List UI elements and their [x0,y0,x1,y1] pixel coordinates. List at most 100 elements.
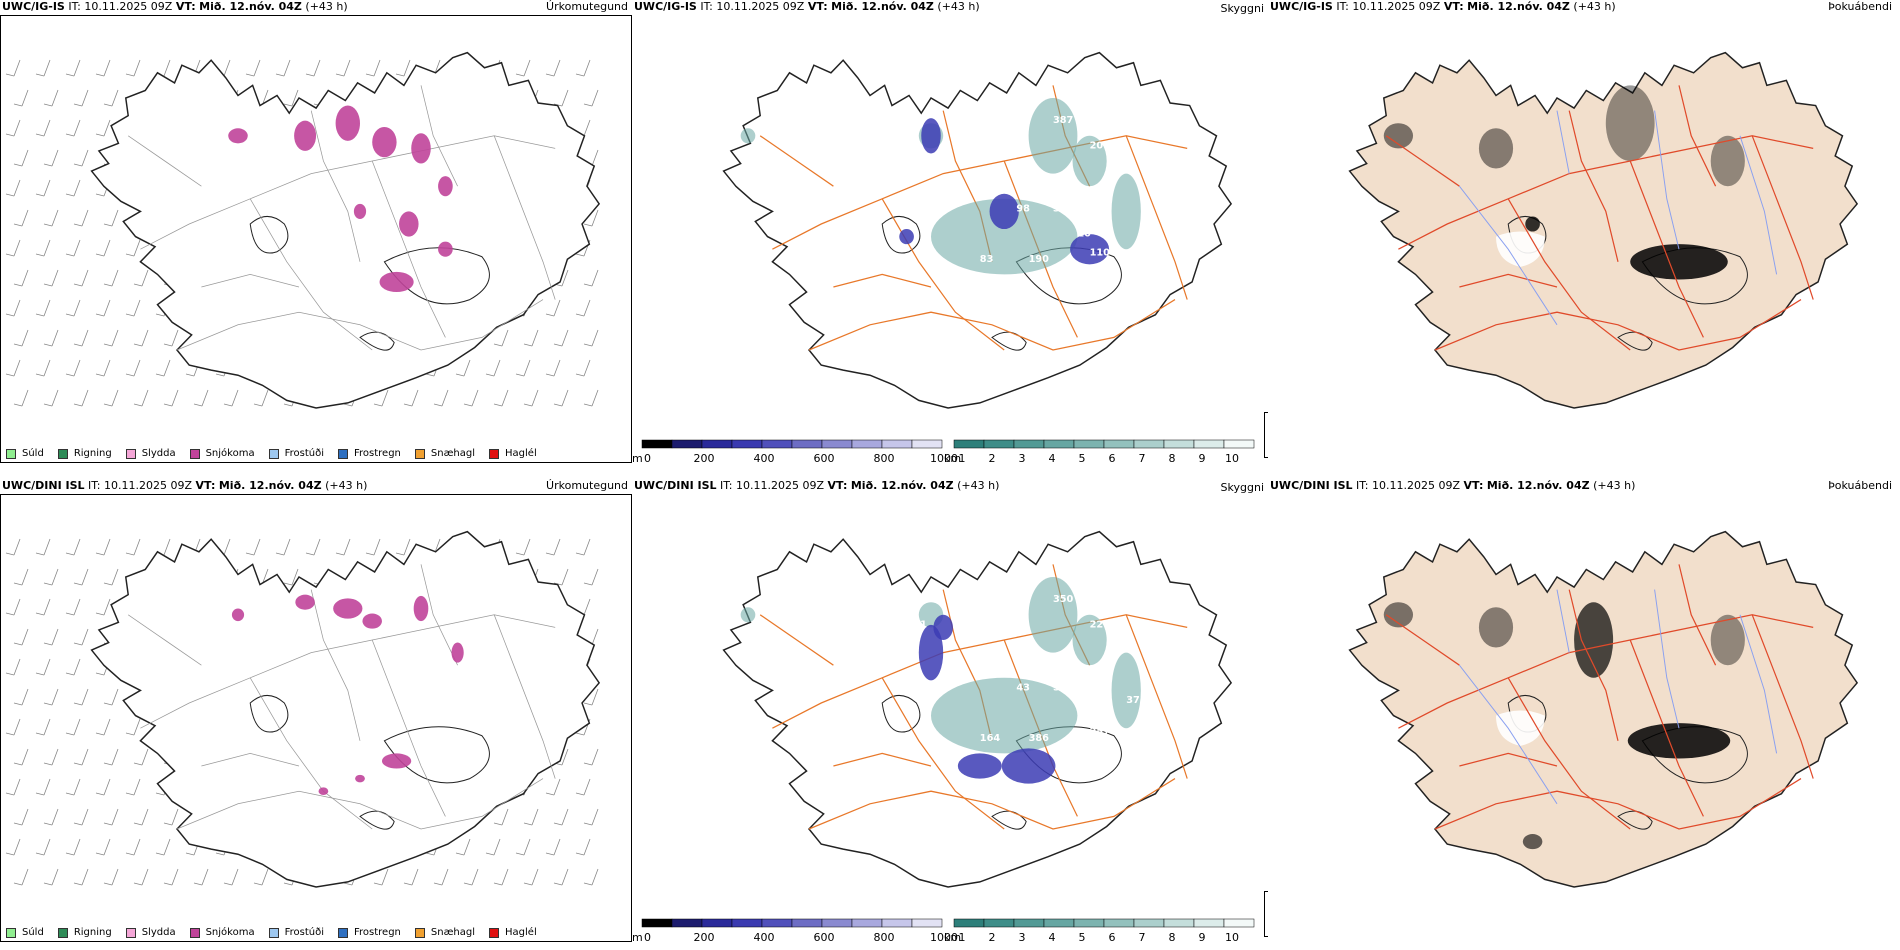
field-blob [399,211,419,237]
wind-barb [13,329,29,347]
height-tick: 800 [874,452,895,465]
wind-barb [73,329,89,347]
wind-barb [43,209,59,227]
cloud-value-label: 257 [1090,726,1110,737]
field-blob [740,128,756,144]
road-line [420,564,458,666]
legend-label: Frostregn [354,927,401,938]
wind-barb [133,748,149,766]
vis-colorbar-cell [1163,439,1195,449]
wind-barb [523,329,539,347]
wind-barb [133,808,149,826]
height-colorbar-cell [911,918,943,928]
wind-barb [65,718,81,736]
wind-barb [485,838,501,856]
precip-legend: Súld Rigning Slydda Snjókoma Frostúði Frostre… [6,448,551,459]
vis-colorbar-cell [1013,439,1045,449]
road-line [759,135,834,187]
cloud-value-label: 331 [907,619,927,630]
field-blob [451,642,464,663]
vis-colorbar-cell [1133,439,1165,449]
vis-unit: km [944,931,961,944]
legend-swatch [268,927,279,938]
iceland [90,51,601,409]
wind-barb [95,59,111,77]
wind-barb [283,568,299,586]
legend-item: Slydda [125,927,176,938]
field-blob [1383,602,1414,628]
wind-barb [65,838,81,856]
legend-item: Haglél [489,927,537,938]
vis-tick: 4 [1049,452,1056,465]
glacier-outline [881,215,921,254]
vis-tick: 9 [1199,931,1206,944]
legend-swatch [57,927,68,938]
legend-label: Snæhagl [430,927,476,938]
road-line [1678,564,1717,666]
vis-colorbar-cell [1193,439,1225,449]
wind-barb [5,838,21,856]
wind-barb [553,329,569,347]
wind-barb [493,808,509,826]
road-line [1568,110,1619,262]
field-blob [355,774,365,783]
glacier-outline [249,215,289,254]
road-line [1507,677,1631,830]
vis-colorbar-cell [1163,918,1195,928]
precip-title: Úrkomutegund [546,0,628,13]
road-line [1678,85,1717,187]
road-line [1459,273,1558,288]
cloud-panel: UWC/DINI ISL IT: 10.11.2025 09Z VT: Mið.… [632,479,1268,944]
legend-label: Haglél [505,927,537,938]
wind-barb [335,538,351,556]
wind-barb [365,59,381,77]
vis-tick: 3 [1019,452,1026,465]
road-line [1751,135,1814,300]
iceland [90,530,601,888]
wind-barb [253,389,269,407]
legend-label: Frostúði [284,927,324,938]
wind-barb [13,808,29,826]
height-colorbar-cell [641,439,673,449]
wind-barb [583,329,599,347]
height-colorbar: m 0 200 400 600 800 1000 [632,439,958,465]
cloud-value-label: 37 [1151,165,1165,176]
wind-barb [575,299,591,317]
field-blob [1525,216,1540,232]
wind-barb [43,389,59,407]
field-blob [918,624,944,681]
wind-barb [103,748,119,766]
road-line [808,778,1176,830]
wind-barb [373,868,389,886]
field-blob [1028,577,1078,653]
cloud-value-label: 20 [1090,140,1104,151]
legend-label: Slydda [141,927,176,938]
precip-panel: UWC/DINI ISL IT: 10.11.2025 09Z VT: Mið.… [0,479,632,944]
wind-barb [163,868,179,886]
vis-colorbar-cell [1043,439,1075,449]
field-blob [1710,614,1745,666]
vis-tick: 4 [1049,931,1056,944]
wind-barb [73,868,89,886]
wind-barb [245,59,261,77]
fog-header: UWC/IG-IS IT: 10.11.2025 09Z VT: Mið. 12… [1270,0,1616,13]
fog-panel: UWC/DINI ISL IT: 10.11.2025 09Z VT: Mið.… [1268,479,1900,944]
cloud-header: UWC/DINI ISL IT: 10.11.2025 09Z VT: Mið.… [634,479,1000,492]
vis-tick: 8 [1169,452,1176,465]
legend-item: Rigning [57,448,112,459]
precip-map [5,51,601,409]
wind-barb [125,778,141,796]
cloud-value-label: 239 [1004,581,1024,592]
road-line [310,589,361,741]
wind-barb [13,868,29,886]
wind-barb [103,329,119,347]
wind-barb [5,299,21,317]
cloud-title: Skyggni [1220,2,1264,15]
wind-barb [103,89,119,107]
wind-barb [5,119,21,137]
wind-barb [125,538,141,556]
road-line [1125,135,1188,300]
wind-barb [65,778,81,796]
wind-barb [13,149,29,167]
